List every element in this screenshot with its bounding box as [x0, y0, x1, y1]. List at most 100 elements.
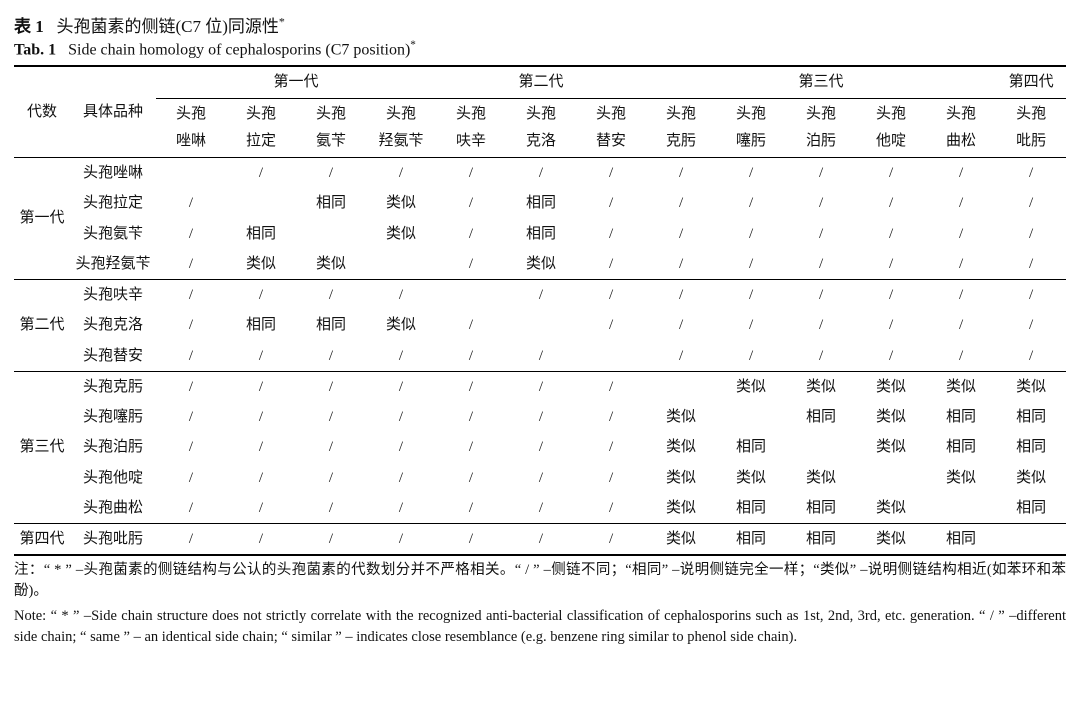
cell-value: / — [926, 188, 996, 218]
cell-value: / — [156, 219, 226, 249]
cell-value: 相同 — [926, 524, 996, 556]
cell-value: 类似 — [716, 371, 786, 402]
cell-value — [646, 371, 716, 402]
cell-value: / — [576, 432, 646, 462]
cell-value: 相同 — [716, 432, 786, 462]
cell-value: / — [436, 493, 506, 524]
cell-value: / — [156, 310, 226, 340]
cell-value: / — [366, 341, 436, 372]
cell-value: / — [296, 463, 366, 493]
footnote-en: Note: “ * ” –Side chain structure does n… — [14, 606, 1066, 648]
cell-value: / — [576, 402, 646, 432]
col-d5b: 呋辛 — [436, 129, 506, 158]
cell-value: / — [366, 280, 436, 311]
cell-value: / — [646, 341, 716, 372]
cell-value: / — [366, 158, 436, 189]
col-d1b: 唑啉 — [156, 129, 226, 158]
table-row: 头孢噻肟///////类似相同类似相同相同 — [14, 402, 1066, 432]
row-drug-name: 头孢拉定 — [70, 188, 156, 218]
cell-value: / — [296, 158, 366, 189]
cell-value: / — [576, 463, 646, 493]
cell-value: / — [296, 432, 366, 462]
row-drug-name: 头孢泊肟 — [70, 432, 156, 462]
cell-value: / — [786, 310, 856, 340]
cell-value: 类似 — [716, 463, 786, 493]
cell-value: / — [646, 188, 716, 218]
col-d9b: 噻肟 — [716, 129, 786, 158]
row-drug-name: 头孢噻肟 — [70, 402, 156, 432]
cell-value: / — [436, 219, 506, 249]
cell-value: / — [226, 158, 296, 189]
cell-value: 类似 — [226, 249, 296, 280]
col-d7b: 替安 — [576, 129, 646, 158]
cell-value: / — [716, 280, 786, 311]
row-drug-name: 头孢呋辛 — [70, 280, 156, 311]
asterisk-en: * — [410, 39, 416, 51]
cell-value: / — [856, 249, 926, 280]
row-drug-name: 头孢唑啉 — [70, 158, 156, 189]
col-d8a: 头孢 — [646, 98, 716, 129]
cell-value: 相同 — [716, 493, 786, 524]
cell-value — [786, 432, 856, 462]
cell-value: 相同 — [786, 493, 856, 524]
cell-value: / — [436, 249, 506, 280]
cell-value: / — [576, 158, 646, 189]
footnote-zh: 注：“ * ” –头孢菌素的侧链结构与公认的头孢菌素的代数划分并不严格相关。“ … — [14, 560, 1066, 602]
col-d10b: 泊肟 — [786, 129, 856, 158]
cell-value: 类似 — [646, 463, 716, 493]
cell-value: / — [926, 249, 996, 280]
cell-value: / — [716, 341, 786, 372]
cell-value: / — [436, 310, 506, 340]
cell-value: 类似 — [646, 493, 716, 524]
cell-value: 类似 — [366, 219, 436, 249]
cell-value: / — [156, 341, 226, 372]
cell-value: 相同 — [786, 402, 856, 432]
cell-value: / — [716, 188, 786, 218]
cell-value: 类似 — [926, 371, 996, 402]
cell-value: 相同 — [926, 402, 996, 432]
cell-value — [296, 219, 366, 249]
cell-value: / — [996, 249, 1066, 280]
row-drug-name: 头孢氨苄 — [70, 219, 156, 249]
cell-value: / — [226, 432, 296, 462]
cell-value: / — [296, 280, 366, 311]
cell-value: / — [296, 524, 366, 556]
cell-value — [156, 158, 226, 189]
cell-value: / — [576, 524, 646, 556]
cell-value: / — [156, 249, 226, 280]
row-drug-name: 头孢他啶 — [70, 463, 156, 493]
col-d3b: 氨苄 — [296, 129, 366, 158]
cell-value — [926, 493, 996, 524]
caption-en-num: Tab. 1 — [14, 41, 56, 58]
cell-value: / — [296, 402, 366, 432]
cell-value — [716, 402, 786, 432]
cell-value: 相同 — [296, 310, 366, 340]
cell-value: / — [366, 493, 436, 524]
hdr-g4: 第四代 — [996, 66, 1066, 98]
table-row: 头孢泊肟///////类似相同类似相同相同 — [14, 432, 1066, 462]
cell-value: / — [156, 493, 226, 524]
cell-value: / — [996, 158, 1066, 189]
table-row: 头孢羟氨苄/类似类似/类似/////// — [14, 249, 1066, 280]
cell-value: / — [296, 493, 366, 524]
cell-value: 相同 — [506, 219, 576, 249]
cell-value: 相同 — [296, 188, 366, 218]
cell-value — [506, 310, 576, 340]
cell-value: / — [226, 524, 296, 556]
col-d1a: 头孢 — [156, 98, 226, 129]
cell-value — [856, 463, 926, 493]
table-row: 第一代头孢唑啉//////////// — [14, 158, 1066, 189]
cell-value: / — [576, 310, 646, 340]
cell-value: / — [366, 432, 436, 462]
cell-value: / — [226, 371, 296, 402]
cell-value: / — [856, 188, 926, 218]
cell-value: / — [506, 341, 576, 372]
cell-value: / — [436, 371, 506, 402]
cell-value: 类似 — [856, 524, 926, 556]
cell-value: / — [506, 158, 576, 189]
cell-value: / — [366, 402, 436, 432]
cell-value: / — [506, 280, 576, 311]
cell-value: / — [436, 341, 506, 372]
col-d10a: 头孢 — [786, 98, 856, 129]
cell-value: / — [646, 310, 716, 340]
